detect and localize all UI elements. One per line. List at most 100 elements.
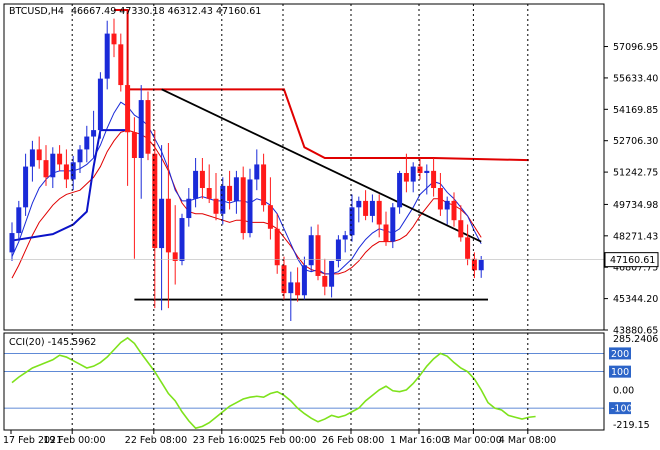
candle (478, 256, 484, 278)
price-tick-label: 45344.20 (613, 294, 658, 305)
candle-body (397, 173, 403, 208)
candle-body (138, 100, 144, 158)
cci-frame (3, 332, 605, 431)
candle-body (431, 170, 437, 189)
candle-body (335, 239, 341, 261)
candle (410, 162, 416, 193)
candle-body (159, 198, 165, 249)
red-stop-line (114, 9, 529, 162)
candle (84, 125, 90, 163)
candle-body (369, 200, 375, 216)
candle (118, 33, 124, 92)
candle-body (363, 200, 369, 216)
candle-body (165, 198, 171, 253)
price-tick-label: 43880.65 (613, 326, 658, 337)
candle-body (247, 179, 253, 234)
candle-body (118, 44, 124, 86)
candle (23, 153, 29, 216)
candle-body (471, 258, 477, 271)
time-tick-label: 25 Feb 00:00 (254, 435, 316, 446)
candle-body (97, 78, 103, 131)
candle-body (91, 130, 97, 137)
candle (50, 147, 56, 189)
candle-body (308, 235, 314, 266)
candle (131, 117, 137, 259)
candle (77, 145, 83, 174)
price-panel[interactable] (4, 9, 604, 322)
candle-body (29, 149, 35, 167)
candle (431, 157, 437, 197)
candle-body (199, 170, 205, 189)
candle (213, 173, 219, 221)
candle (233, 170, 239, 214)
candle-body (145, 100, 151, 154)
candle-body (424, 170, 430, 174)
cci-top-label: 285.2406 (613, 334, 658, 345)
price-tick-label: 52706.30 (613, 136, 658, 147)
candle-body (70, 162, 76, 180)
cci-level-label: -100 (611, 404, 633, 415)
descending-trendline (161, 88, 482, 243)
cci-level-badge (609, 347, 631, 360)
candle-body (356, 200, 362, 208)
candle-body (458, 220, 464, 238)
candle (159, 145, 165, 311)
time-tick-label: 23 Feb 16:00 (193, 435, 255, 446)
candle (111, 18, 117, 58)
candle-body (213, 198, 219, 214)
candle (281, 256, 287, 300)
candle-body (288, 282, 294, 294)
cci-level-label: 100 (611, 367, 629, 378)
price-tick-label: 51242.75 (613, 168, 658, 179)
candle (179, 213, 185, 266)
candle-body (227, 185, 233, 201)
candle (424, 164, 430, 195)
cci-panel[interactable] (4, 336, 604, 430)
last-price-tag (604, 252, 659, 268)
candle-body (417, 166, 423, 174)
price-tick-label: 46807.75 (613, 263, 658, 274)
candle (356, 196, 362, 223)
slow-moving-average (11, 129, 482, 279)
candle (465, 224, 471, 266)
symbol-timeframe: BTCUSD,H4 (9, 6, 64, 17)
candle (417, 157, 423, 180)
candle-body (16, 207, 22, 234)
candle-body (403, 173, 409, 182)
candle (329, 260, 335, 298)
candle (376, 194, 382, 238)
candle (315, 224, 321, 281)
candle (70, 155, 76, 191)
candle (16, 200, 22, 240)
candle-body (57, 153, 63, 165)
candle-body (84, 136, 90, 150)
candle-body (131, 132, 137, 158)
price-tick-label: 49734.98 (613, 200, 658, 211)
cci-line (11, 336, 536, 430)
candle-body (274, 228, 280, 266)
candle (295, 267, 301, 302)
price-tick-label: 48271.43 (613, 231, 658, 242)
candle (247, 168, 253, 238)
candle-body (383, 224, 389, 242)
candle-body (478, 259, 484, 271)
candle (390, 203, 396, 249)
candle-body (63, 164, 69, 180)
price-tick-label: 55633.40 (613, 73, 658, 84)
candle-body (301, 265, 307, 296)
candle (301, 256, 307, 300)
candle (342, 230, 348, 253)
cci-level-badge (609, 365, 631, 378)
candle (335, 235, 341, 268)
last-price-label: 47160.61 (610, 255, 655, 266)
candle (322, 258, 328, 296)
candle (36, 136, 42, 169)
candle (57, 145, 63, 171)
candle-body (410, 166, 416, 182)
candle (138, 85, 144, 199)
candle (199, 157, 205, 199)
candle-body (111, 33, 117, 45)
candle-body (179, 218, 185, 261)
candle (274, 213, 280, 274)
